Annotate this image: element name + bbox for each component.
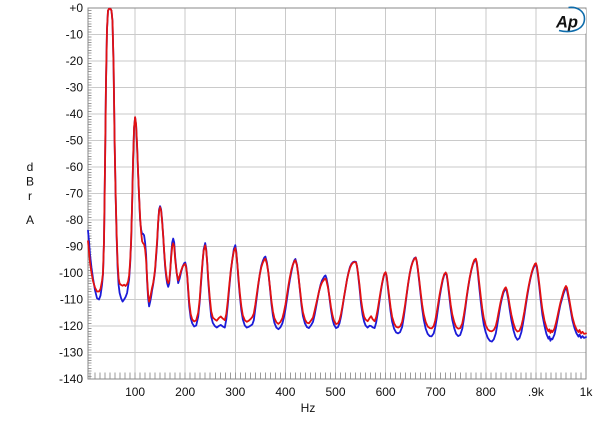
y-tick-label: -70: [66, 187, 84, 201]
y-tick-label: -140: [59, 372, 83, 386]
x-tick-label: 500: [325, 385, 345, 399]
y-tick-label: -120: [59, 319, 83, 333]
y-axis-unit-char: B: [26, 175, 34, 189]
x-tick-label: 800: [476, 385, 496, 399]
plot-border: [87, 7, 587, 380]
y-tick-label: -100: [59, 266, 83, 280]
y-axis-reference-char: A: [26, 213, 34, 227]
x-tick-label: .9k: [528, 385, 545, 399]
x-axis-unit: Hz: [301, 401, 316, 415]
x-tick-label: 1k: [580, 385, 594, 399]
y-tick-label: -20: [66, 54, 84, 68]
logo-background: [549, 9, 586, 34]
traces: [87, 7, 587, 343]
grid: [88, 8, 586, 379]
trace-channel-2-blue: [87, 7, 587, 343]
x-tick-label: 700: [426, 385, 446, 399]
ap-logo-swoosh-icon: [558, 6, 586, 33]
y-tick-label: -80: [66, 213, 84, 227]
y-tick-label: -90: [66, 240, 84, 254]
x-tick-label: 100: [125, 385, 145, 399]
axis-labels: +0 -10 -20 -30 -40 -50 -60 -70 -80 -90 -100 -110 -12…: [26, 1, 593, 415]
y-tick-label: -60: [66, 160, 84, 174]
x-tick-label: 400: [275, 385, 295, 399]
y-tick-label: -30: [66, 81, 84, 95]
y-axis-unit-char: r: [28, 189, 32, 203]
y-tick-label: -40: [66, 107, 84, 121]
trace-channel-1-red: [87, 7, 587, 335]
y-tick-label: -110: [60, 293, 83, 307]
ap-logo-text: Ap: [555, 14, 578, 32]
y-tick-label: -10: [66, 28, 84, 42]
y-tick-label: -50: [66, 134, 84, 148]
x-tick-label: 300: [225, 385, 245, 399]
y-axis-unit-char: d: [27, 160, 34, 174]
y-tick-label: +0: [69, 1, 83, 15]
x-tick-label: 200: [175, 385, 195, 399]
minor-ticks: [88, 10, 582, 379]
ap-logo: Ap: [549, 6, 586, 34]
y-tick-label: -130: [59, 346, 83, 360]
x-tick-label: 600: [376, 385, 396, 399]
plot-frame: [87, 7, 587, 380]
